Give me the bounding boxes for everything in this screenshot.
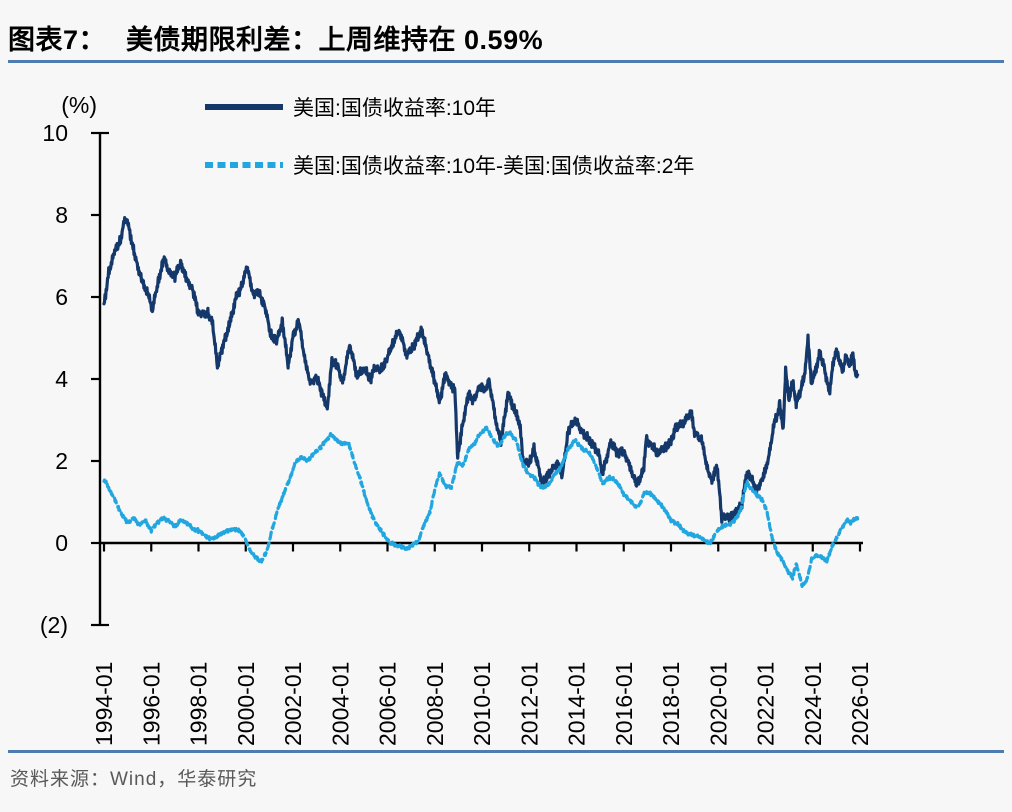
chart-legend: 美国:国债收益率:10年 美国:国债收益率:10年-美国:国债收益率:2年 (205, 94, 694, 178)
legend-label-10y: 美国:国债收益率:10年 (293, 97, 497, 120)
dashed-line-swatch-icon (205, 162, 283, 168)
y-tick-label: (2) (40, 612, 68, 638)
y-axis-unit-label: (%) (61, 92, 97, 118)
x-tick-label: 2006-01 (375, 662, 401, 746)
x-tick-label: 2024-01 (800, 662, 826, 746)
legend-label-spread: 美国:国债收益率:10年-美国:国债收益率:2年 (293, 155, 695, 178)
x-tick-label: 2022-01 (753, 662, 779, 746)
y-tick-label: 10 (42, 120, 68, 146)
x-tick-label: 2020-01 (705, 662, 731, 746)
x-tick-label: 2008-01 (422, 662, 448, 746)
legend-item-spread: 美国:国债收益率:10年-美国:国债收益率:2年 (205, 152, 694, 178)
figure-title: 图表7： 美债期限利差：上周维持在 0.59% (8, 18, 1004, 57)
x-tick-label: 1994-01 (91, 662, 117, 746)
y-tick-label: 4 (55, 366, 68, 392)
x-tick-label: 2018-01 (658, 662, 684, 746)
x-tick-label: 2010-01 (469, 662, 495, 746)
x-tick-label: 2014-01 (564, 662, 590, 746)
x-tick-label: 1998-01 (186, 662, 212, 746)
y-tick-label: 2 (55, 448, 68, 474)
x-tick-label: 2002-01 (280, 662, 306, 746)
series-line-spread (102, 425, 860, 589)
title-divider (8, 60, 1004, 63)
footer-divider (8, 750, 1004, 753)
x-tick-label: 1996-01 (138, 662, 164, 746)
x-tick-label: 2016-01 (611, 662, 637, 746)
legend-item-10y: 美国:国债收益率:10年 (205, 94, 694, 120)
x-tick-label: 2004-01 (327, 662, 353, 746)
solid-line-swatch-icon (205, 104, 283, 110)
x-tick-label: 2012-01 (516, 662, 542, 746)
figure-number-label: 图表7： (8, 25, 107, 55)
figure-title-text: 美债期限利差：上周维持在 0.59% (126, 25, 544, 55)
source-note: 资料来源：Wind，华泰研究 (10, 769, 258, 790)
x-tick-label: 2000-01 (233, 662, 259, 746)
series-line-10y (102, 216, 860, 525)
x-tick-label: 2026-01 (847, 662, 873, 746)
y-tick-label: 6 (55, 284, 68, 310)
y-tick-label: 0 (55, 530, 68, 556)
y-tick-label: 8 (55, 202, 68, 228)
